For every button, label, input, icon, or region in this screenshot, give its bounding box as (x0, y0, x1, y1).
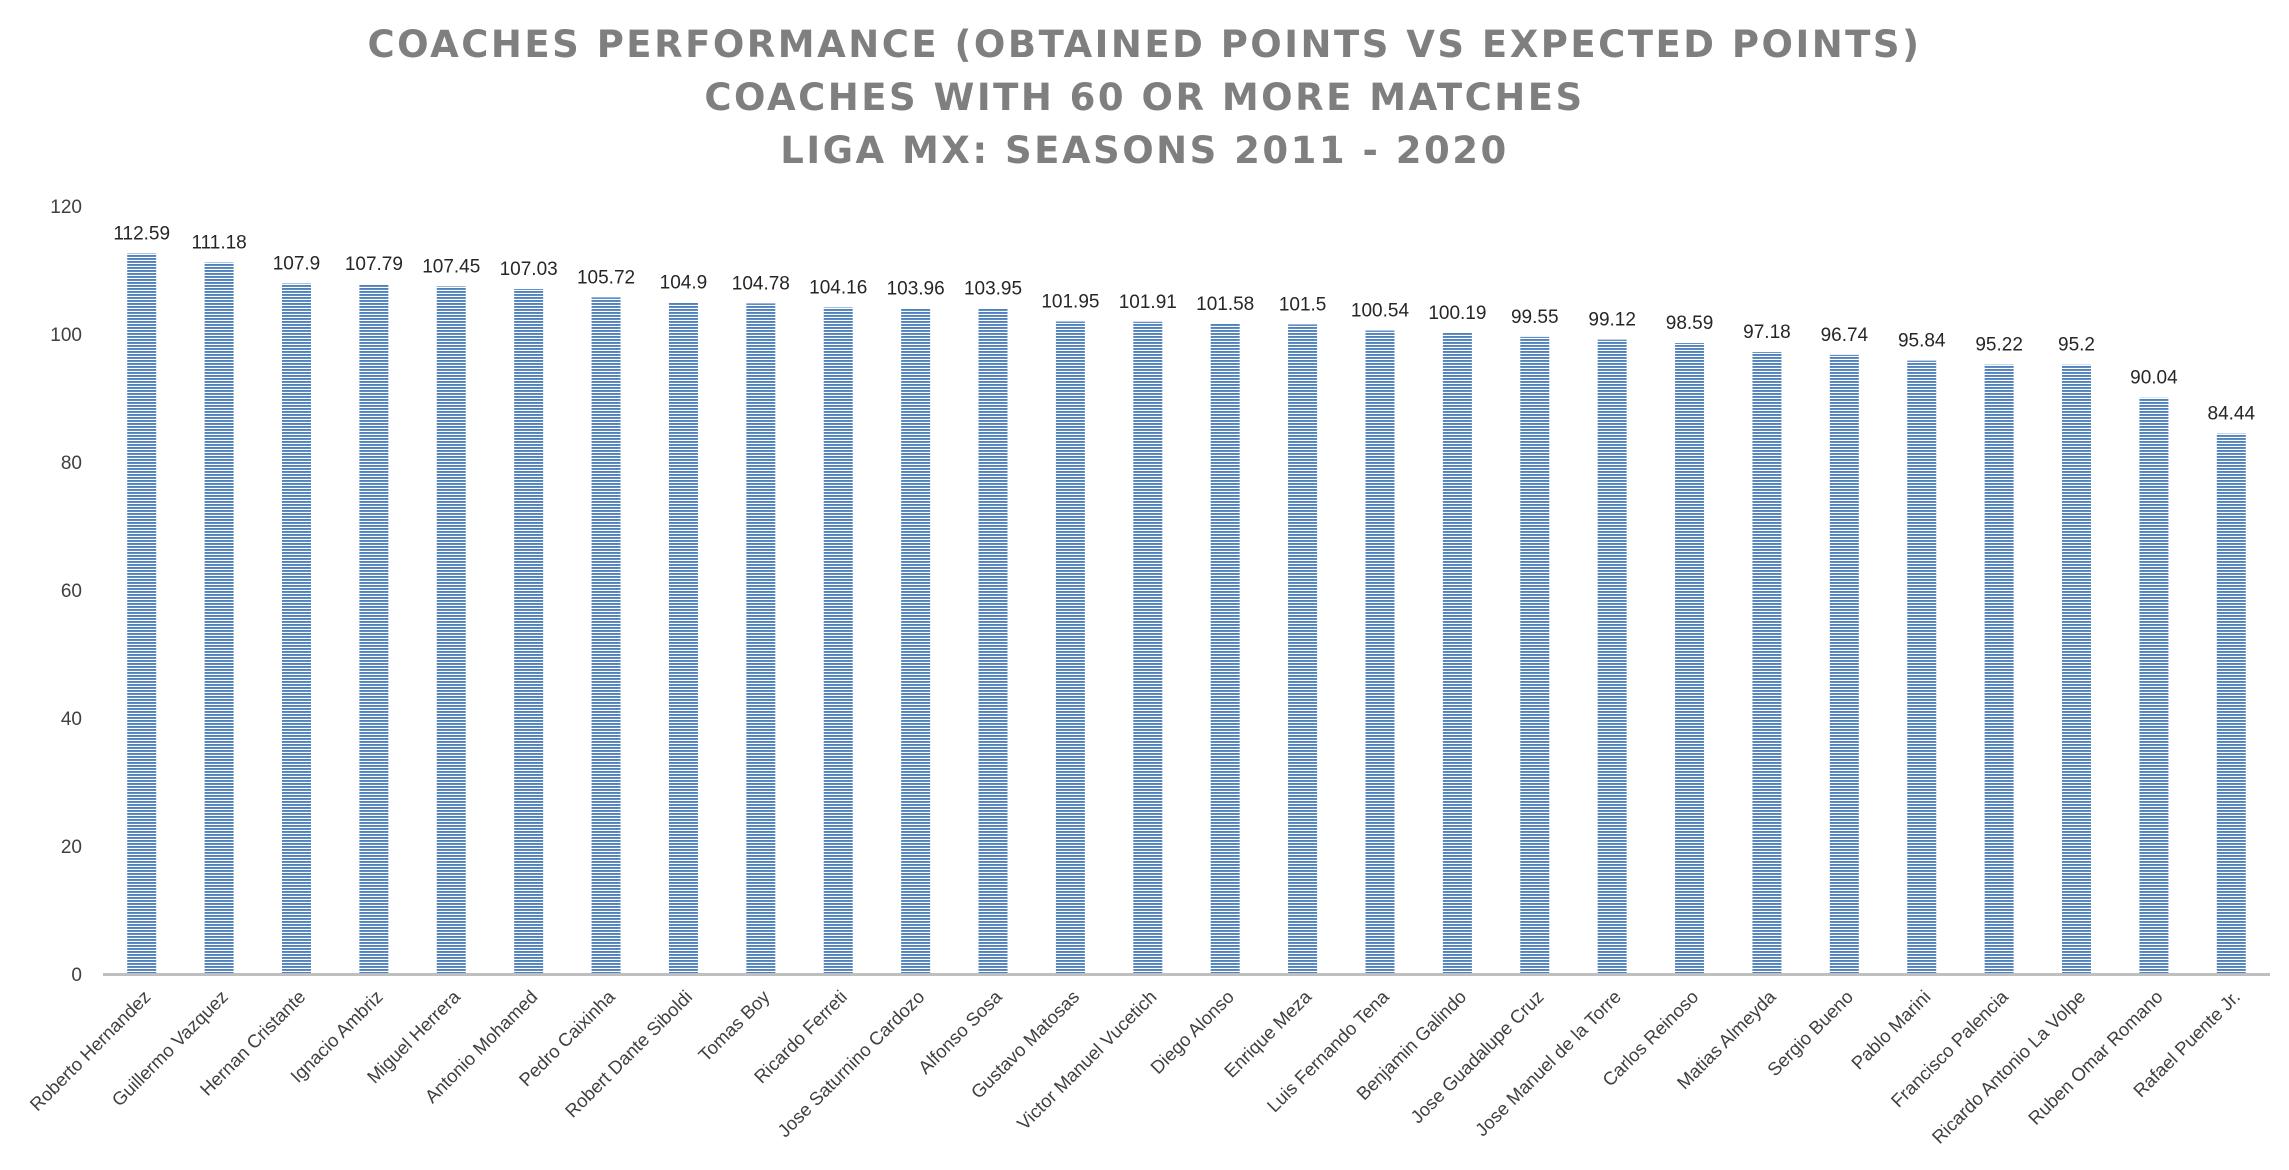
data-label: 99.12 (1588, 310, 1636, 331)
chart-title-line-1: COACHES PERFORMANCE (OBTAINED POINTS VS … (367, 23, 1922, 66)
bar (1984, 364, 2014, 974)
bar (1288, 324, 1318, 974)
y-tick-label: 80 (61, 453, 82, 474)
bar (281, 283, 311, 974)
data-label: 104.9 (660, 273, 708, 294)
data-label: 99.55 (1511, 307, 1559, 328)
data-label: 100.54 (1351, 301, 1410, 322)
data-label: 107.03 (500, 259, 558, 280)
bar (901, 308, 931, 974)
bar (1675, 343, 1705, 974)
y-tick-label: 60 (61, 581, 82, 602)
bar (1133, 321, 1163, 974)
bar (1752, 352, 1782, 975)
bar (1365, 330, 1395, 974)
bar (436, 286, 466, 974)
bar (1829, 354, 1859, 974)
bar (1520, 336, 1550, 974)
bars (127, 253, 2246, 975)
bar (127, 253, 157, 974)
data-label: 95.2 (2058, 335, 2095, 356)
bar (746, 303, 776, 975)
data-label: 84.44 (2208, 404, 2256, 425)
y-tick-label: 20 (61, 837, 82, 858)
data-label: 101.58 (1196, 294, 1254, 315)
x-tick-label: Robert Dante Siboldi (561, 986, 697, 1122)
x-tick-label: Victor Manuel Vucetich (1013, 986, 1161, 1134)
y-tick-label: 0 (71, 965, 82, 986)
x-tick-label: Ruben Omar Romano (2024, 986, 2167, 1129)
bar (204, 262, 234, 974)
bar (2139, 397, 2169, 974)
x-tick-label: Tomas Boy (694, 985, 774, 1065)
bar (978, 308, 1008, 975)
data-label: 98.59 (1666, 313, 1714, 334)
bar (823, 307, 853, 975)
y-axis: 0 20 40 60 80 100 120 (50, 197, 82, 986)
x-tick-label: Ricardo Antonio La Volpe (1928, 986, 2090, 1148)
bar (1442, 332, 1472, 974)
chart-title-line-3: LIGA MX: SEASONS 2011 - 2020 (780, 129, 1509, 172)
data-label: 97.18 (1743, 322, 1791, 343)
data-label: 105.72 (577, 267, 635, 288)
chart-title: COACHES PERFORMANCE (OBTAINED POINTS VS … (0, 18, 2289, 177)
y-tick-label: 40 (61, 709, 82, 730)
x-tick-label: Jose Manuel de la Torre (1471, 986, 1625, 1140)
data-label: 107.79 (345, 254, 403, 275)
data-label: 107.45 (422, 256, 480, 277)
data-label: 103.95 (964, 279, 1022, 300)
bar (1055, 321, 1085, 974)
bar (591, 297, 621, 975)
y-tick-label: 120 (50, 197, 82, 218)
data-label: 104.16 (809, 277, 867, 298)
data-label: 101.91 (1119, 292, 1177, 313)
data-label: 103.96 (887, 279, 945, 300)
data-label: 112.59 (113, 223, 170, 244)
data-labels: 112.59 111.18 107.9 107.79 107.45 107.03 105.7… (113, 223, 2255, 424)
data-label: 90.04 (2130, 368, 2178, 389)
data-label: 101.95 (1041, 292, 1099, 313)
data-label: 95.84 (1898, 331, 1946, 352)
y-tick-label: 100 (50, 325, 82, 346)
x-tick-label: Jose Saturnino Cardozo (773, 986, 928, 1141)
bar (1907, 360, 1937, 974)
data-label: 111.18 (191, 232, 246, 253)
data-label: 104.78 (732, 273, 790, 294)
data-label: 100.19 (1428, 303, 1486, 324)
bar (1597, 339, 1627, 975)
bar (668, 302, 698, 974)
chart-title-line-2: COACHES WITH 60 OR MORE MATCHES (704, 76, 1585, 119)
bar (2062, 364, 2092, 975)
bar (2216, 433, 2246, 975)
x-tick-label: Jose Guadalupe Cruz (1406, 986, 1547, 1127)
data-label: 101.5 (1279, 294, 1327, 315)
data-label: 107.9 (273, 253, 321, 274)
data-label: 96.74 (1821, 325, 1869, 346)
bar (514, 289, 544, 974)
data-label: 95.22 (1975, 335, 2023, 356)
bar (359, 284, 389, 974)
bar (1210, 323, 1240, 974)
